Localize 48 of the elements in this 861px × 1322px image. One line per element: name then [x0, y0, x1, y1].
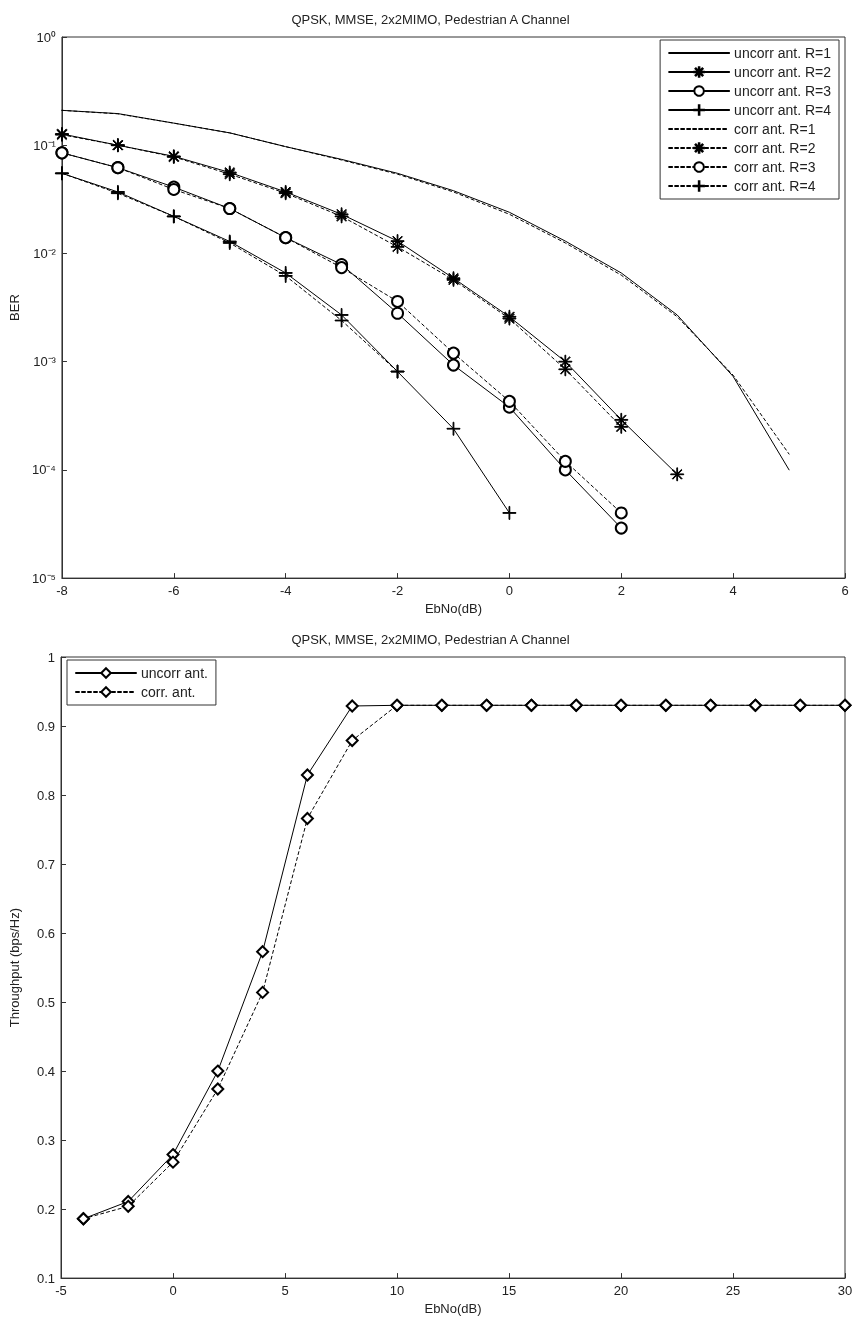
x-tick-label: 10 [389, 1283, 405, 1299]
x-axis-title: EbNo(dB) [424, 601, 483, 616]
x-tick-label: 30 [837, 1283, 853, 1299]
y-tick-label: 0.6 [36, 925, 55, 941]
y-tick-label: 0.1 [36, 1270, 55, 1286]
legend-label: uncorr ant. R=3 [734, 83, 832, 99]
legend-label: corr ant. R=2 [734, 140, 816, 156]
x-axis-title: EbNo(dB) [424, 1301, 482, 1316]
x-tick-label: 25 [725, 1283, 741, 1299]
x-tick-label: 4 [729, 583, 737, 599]
y-tick-label: 0.7 [36, 856, 55, 872]
y-tick-label: 0.2 [36, 1201, 55, 1217]
legend-label: uncorr ant. R=1 [734, 45, 832, 61]
y-tick-label: 0.3 [36, 1132, 55, 1148]
legend-label: corr ant. R=1 [734, 121, 816, 137]
x-tick-label: 20 [613, 1283, 629, 1299]
x-tick-label: 2 [617, 583, 625, 599]
x-tick-label: -4 [279, 583, 292, 599]
x-tick-label: 0 [169, 1283, 177, 1299]
y-tick-label: 10⁻⁵ [32, 570, 56, 586]
y-axis-title: BER [7, 294, 22, 321]
y-tick-label: 0.5 [36, 994, 55, 1010]
y-tick-label: 10⁻² [33, 245, 57, 261]
chart-title: QPSK, MMSE, 2x2MIMO, Pedestrian A Channel [291, 12, 570, 27]
legend-label: uncorr ant. R=4 [734, 102, 832, 118]
chart-title: QPSK, MMSE, 2x2MIMO, Pedestrian A Channel [291, 632, 570, 647]
y-tick-label: 10⁻⁴ [31, 462, 56, 478]
y-tick-label: 0.9 [36, 718, 55, 734]
y-axis-title: Throughput (bps/Hz) [7, 907, 22, 1028]
legend-label: corr ant. R=4 [734, 178, 816, 194]
x-tick-label: 6 [841, 583, 849, 599]
y-tick-label: 10⁰ [36, 29, 56, 45]
x-tick-label: -6 [168, 583, 180, 599]
y-tick-label: 1 [47, 649, 55, 665]
y-tick-label: 10⁻³ [33, 354, 57, 370]
legend-label: corr ant. R=3 [734, 159, 816, 175]
legend-label: uncorr ant. [141, 665, 208, 681]
x-tick-label: -8 [56, 583, 68, 599]
x-tick-label: -5 [55, 1283, 67, 1299]
y-tick-label: 10⁻¹ [33, 137, 57, 153]
x-tick-label: 0 [505, 583, 514, 599]
y-tick-label: 0.8 [36, 787, 55, 803]
x-tick-label: 15 [501, 1283, 517, 1299]
legend-label: corr. ant. [141, 684, 196, 700]
y-tick-label: 0.4 [36, 1063, 55, 1079]
legend-label: uncorr ant. R=2 [734, 64, 832, 80]
x-tick-label: 5 [281, 1283, 289, 1299]
x-tick-label: -2 [391, 583, 404, 599]
